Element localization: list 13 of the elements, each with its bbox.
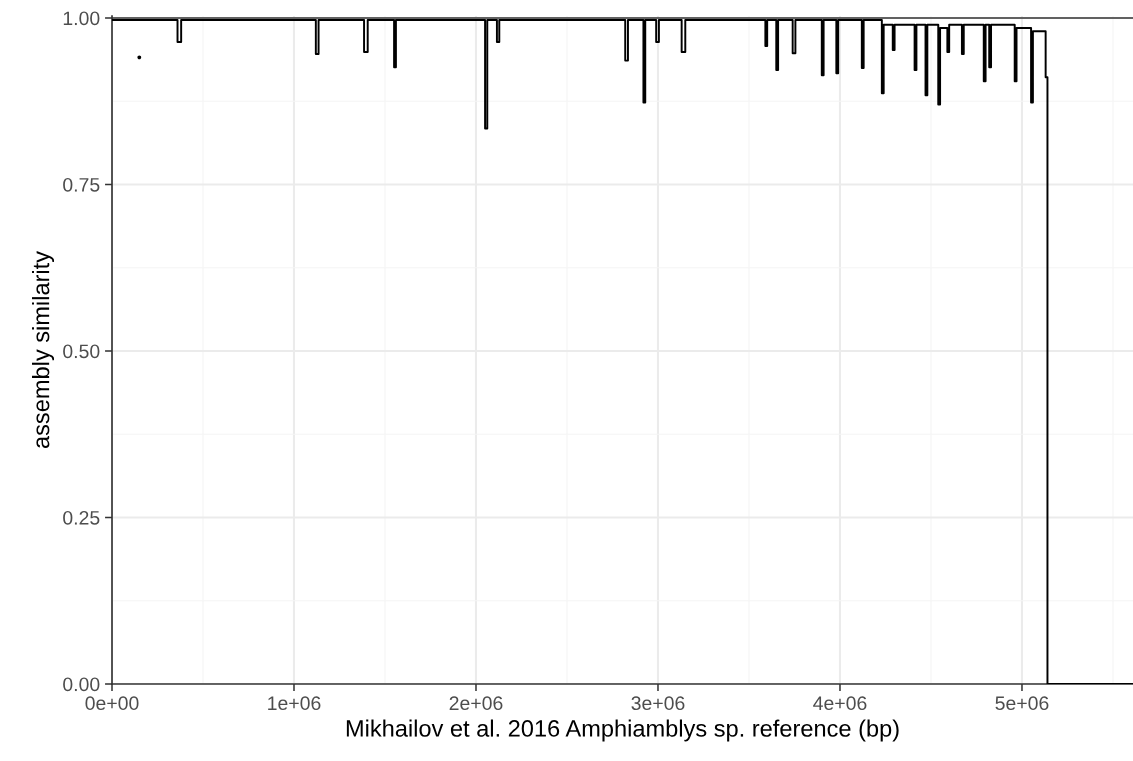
x-tick-label: 2e+06 bbox=[449, 696, 503, 711]
y-tick-label: 0.00 bbox=[63, 677, 100, 692]
x-tick-label: 4e+06 bbox=[813, 696, 867, 711]
x-tick-label: 5e+06 bbox=[995, 696, 1049, 711]
x-axis-title: Mikhailov et al. 2016 Amphiamblys sp. reference (bp) bbox=[346, 719, 899, 742]
y-tick-label: 0.50 bbox=[63, 344, 100, 359]
x-tick-label: 1e+06 bbox=[268, 696, 321, 711]
x-tick-label: 0e+00 bbox=[85, 696, 139, 711]
y-tick-label: 0.25 bbox=[63, 510, 100, 525]
y-axis-title: assembly similarity bbox=[32, 250, 55, 449]
x-tick-label: 3e+06 bbox=[631, 696, 685, 711]
y-tick-label: 1.00 bbox=[63, 11, 100, 26]
y-tick-label: 0.75 bbox=[63, 177, 100, 192]
